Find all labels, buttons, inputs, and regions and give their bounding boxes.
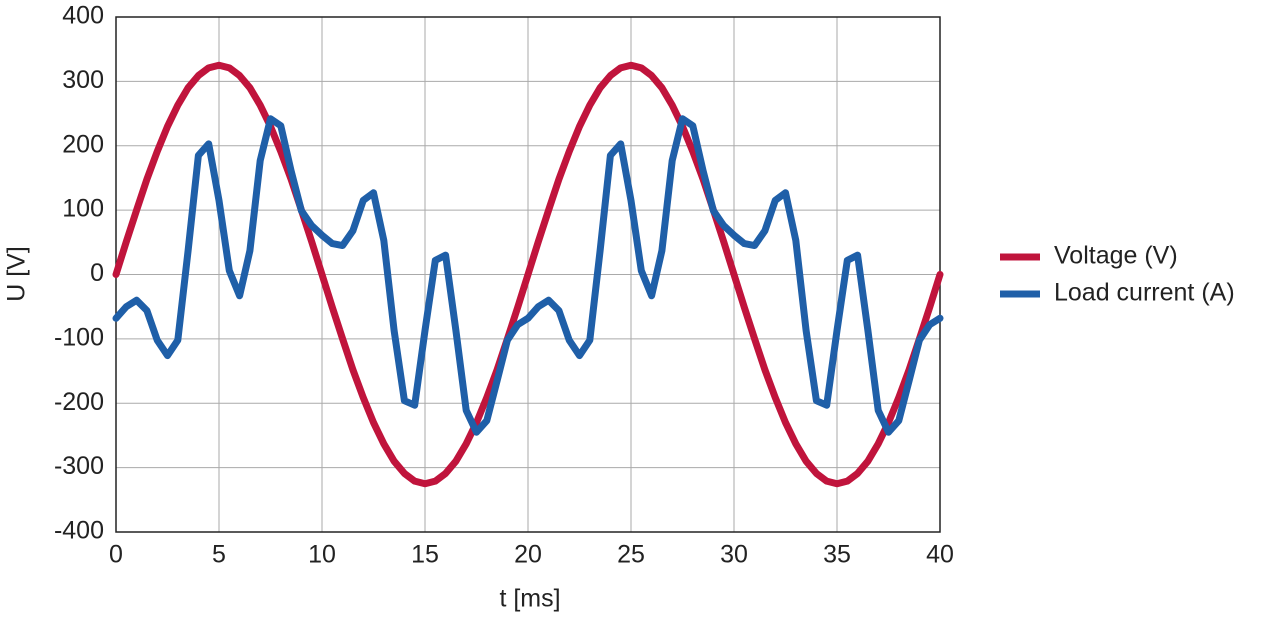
y-tick-label: 200 xyxy=(62,130,104,158)
x-tick-label: 40 xyxy=(926,541,954,569)
x-tick-label: 10 xyxy=(308,541,336,569)
x-tick-label: 30 xyxy=(720,541,748,569)
y-tick-label: -300 xyxy=(54,452,104,480)
x-tick-label: 0 xyxy=(109,541,123,569)
data-line xyxy=(112,61,944,488)
data-line xyxy=(112,115,944,436)
legend-label: Load current (A) xyxy=(1054,279,1235,307)
x-tick-label: 35 xyxy=(823,541,851,569)
y-tick-label: 100 xyxy=(62,195,104,223)
x-tick-label: 20 xyxy=(514,541,542,569)
y-tick-label: -100 xyxy=(54,323,104,351)
legend-label: Voltage (V) xyxy=(1054,242,1178,270)
y-axis-label: U [V] xyxy=(3,246,31,302)
x-tick-label: 5 xyxy=(212,541,226,569)
y-tick-label: 400 xyxy=(62,2,104,30)
y-tick-label: -200 xyxy=(54,388,104,416)
x-tick-label: 15 xyxy=(411,541,439,569)
y-tick-label: 300 xyxy=(62,66,104,94)
x-tick-label: 25 xyxy=(617,541,645,569)
x-axis-label: t [ms] xyxy=(499,585,560,613)
y-tick-label: 0 xyxy=(90,259,104,287)
y-tick-label: -400 xyxy=(54,517,104,545)
